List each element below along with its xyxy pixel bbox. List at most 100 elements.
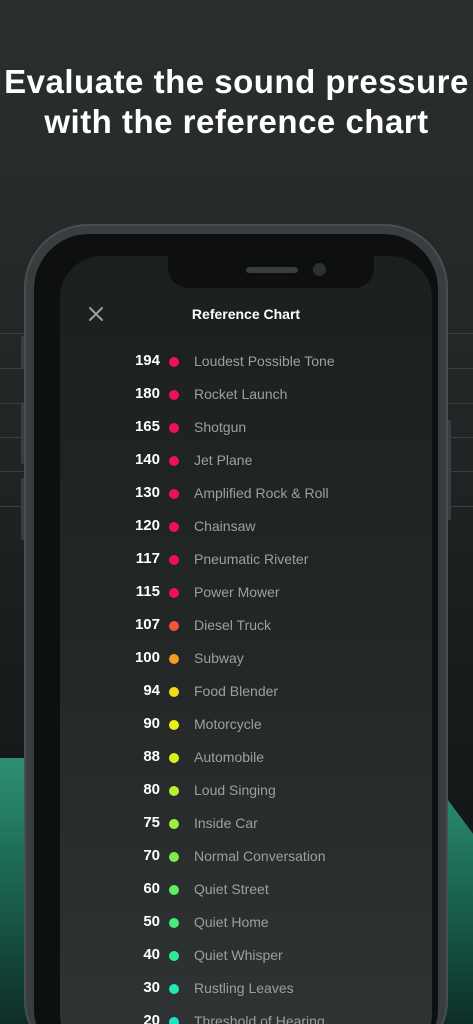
sound-source-label: Inside Car [194, 815, 258, 831]
level-dot [169, 423, 179, 433]
close-button[interactable] [84, 302, 108, 326]
decibel-value: 100 [134, 649, 160, 666]
list-item: 20 Threshold of Hearing [60, 1006, 432, 1024]
level-dot [169, 357, 179, 367]
sound-source-label: Rustling Leaves [194, 980, 294, 996]
decibel-value: 117 [135, 550, 160, 567]
level-dot [169, 654, 179, 664]
sound-source-label: Quiet Home [194, 914, 269, 930]
decibel-value: 50 [143, 913, 160, 930]
level-dot [169, 489, 179, 499]
close-icon [89, 307, 103, 321]
list-item: 194 Loudest Possible Tone [60, 346, 432, 379]
screen-title: Reference Chart [191, 306, 301, 322]
list-item: 70 Normal Conversation [60, 841, 432, 874]
sound-source-label: Pneumatic Riveter [194, 551, 309, 567]
level-dot [169, 786, 179, 796]
sound-source-label: Threshold of Hearing [194, 1013, 325, 1024]
decibel-value: 140 [134, 451, 160, 468]
gridline [0, 506, 26, 507]
list-item: 50 Quiet Home [60, 907, 432, 940]
phone-volume-down [21, 478, 25, 540]
gridline [0, 368, 26, 369]
decibel-value: 40 [143, 946, 160, 963]
sound-source-label: Quiet Whisper [194, 947, 283, 963]
gridline [0, 403, 26, 404]
level-dot [169, 720, 179, 730]
list-item: 88 Automobile [60, 742, 432, 775]
sound-source-label: Chainsaw [194, 518, 256, 534]
list-item: 90 Motorcycle [60, 709, 432, 742]
sound-source-label: Automobile [194, 749, 265, 765]
front-camera [313, 263, 326, 276]
list-item: 40 Quiet Whisper [60, 940, 432, 973]
decibel-value: 70 [143, 847, 160, 864]
sound-source-label: Jet Plane [194, 452, 253, 468]
decibel-value: 90 [143, 715, 160, 732]
level-dot [169, 522, 179, 532]
level-dot [169, 555, 179, 565]
list-item: 130 Amplified Rock & Roll [60, 478, 432, 511]
phone-bezel: Reference Chart 194 Loudest Possible Tone… [34, 234, 438, 1024]
level-dot [169, 687, 179, 697]
level-dot [169, 918, 179, 928]
level-dot [169, 390, 179, 400]
sound-source-label: Normal Conversation [194, 848, 326, 864]
list-item: 60 Quiet Street [60, 874, 432, 907]
gridline [0, 471, 26, 472]
phone-screen: Reference Chart 194 Loudest Possible Tone… [60, 256, 432, 1024]
decibel-value: 20 [143, 1012, 160, 1024]
level-dot [169, 885, 179, 895]
sound-source-label: Motorcycle [194, 716, 262, 732]
decibel-value: 75 [143, 814, 160, 831]
list-item: 94 Food Blender [60, 676, 432, 709]
list-item: 180 Rocket Launch [60, 379, 432, 412]
phone-power-button [447, 420, 451, 520]
sound-source-label: Amplified Rock & Roll [194, 485, 329, 501]
sound-source-label: Shotgun [194, 419, 247, 435]
headline-line-1: Evaluate the sound pressure [4, 63, 469, 100]
decibel-value: 194 [134, 352, 160, 369]
level-dot [169, 852, 179, 862]
level-dot [169, 753, 179, 763]
gridline [447, 333, 473, 334]
list-item: 100 Subway [60, 643, 432, 676]
list-item: 115 Power Mower [60, 577, 432, 610]
headline-line-2: with the reference chart [44, 103, 429, 140]
gridline [447, 471, 473, 472]
decibel-value: 115 [135, 583, 160, 600]
decibel-value: 120 [134, 517, 160, 534]
decibel-value: 30 [143, 979, 160, 996]
decibel-value: 94 [143, 682, 160, 699]
reference-list: 194 Loudest Possible Tone 180 Rocket Launch… [60, 346, 432, 1024]
sound-source-label: Food Blender [194, 683, 279, 699]
list-item: 80 Loud Singing [60, 775, 432, 808]
list-item: 120 Chainsaw [60, 511, 432, 544]
sound-source-label: Diesel Truck [194, 617, 272, 633]
list-item: 107 Diesel Truck [60, 610, 432, 643]
level-dot [169, 984, 179, 994]
list-item: 165 Shotgun [60, 412, 432, 445]
headline: Evaluate the sound pressure with the ref… [0, 62, 473, 142]
list-item: 140 Jet Plane [60, 445, 432, 478]
decibel-value: 107 [134, 616, 160, 633]
gridline [447, 403, 473, 404]
phone-frame: Reference Chart 194 Loudest Possible Tone… [24, 224, 448, 1024]
level-dot [169, 819, 179, 829]
list-item: 75 Inside Car [60, 808, 432, 841]
phone-side-button [21, 336, 25, 368]
gridline [0, 333, 26, 334]
level-dot [169, 456, 179, 466]
level-dot [169, 1017, 179, 1024]
sound-source-label: Rocket Launch [194, 386, 288, 402]
speaker-grille [246, 267, 298, 273]
sound-source-label: Loud Singing [194, 782, 276, 798]
decibel-value: 165 [134, 418, 160, 435]
gridline [447, 368, 473, 369]
level-dot [169, 951, 179, 961]
gridline [447, 506, 473, 507]
level-dot [169, 621, 179, 631]
phone-volume-up [21, 402, 25, 464]
decibel-value: 180 [134, 385, 160, 402]
sound-source-label: Loudest Possible Tone [194, 353, 335, 369]
